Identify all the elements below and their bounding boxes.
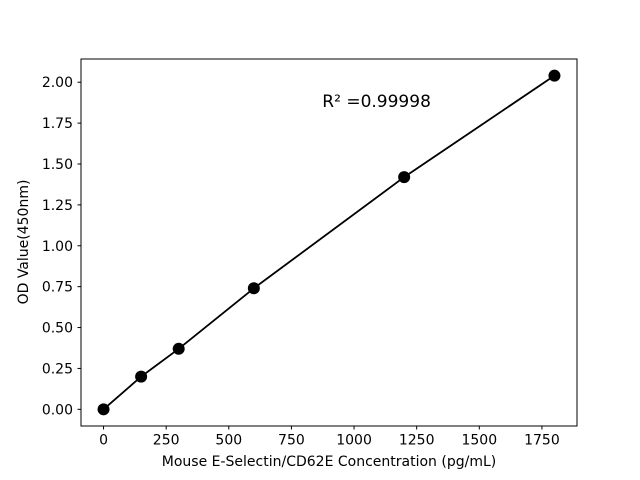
data-point <box>398 171 411 184</box>
standard-curve-line <box>102 74 555 410</box>
x-tick-label: 750 <box>278 433 305 449</box>
x-tick-label: 1000 <box>336 433 372 449</box>
y-tick-label: 2.00 <box>42 75 73 91</box>
data-point <box>548 69 561 82</box>
y-tick-label: 1.00 <box>42 239 73 255</box>
data-point <box>172 342 185 355</box>
x-tick-label: 1750 <box>524 433 560 449</box>
data-point <box>135 370 148 383</box>
x-tick-label: 250 <box>153 433 180 449</box>
y-axis-label: OD Value(450nm) <box>16 179 32 305</box>
y-tick-label: 0.00 <box>42 402 73 418</box>
x-tick-label: 1250 <box>399 433 435 449</box>
data-point <box>97 403 110 416</box>
y-tick-label: 0.50 <box>42 321 73 337</box>
y-tick-label: 1.50 <box>42 157 73 173</box>
x-tick-label: 500 <box>215 433 242 449</box>
x-tick-label: 0 <box>99 433 108 449</box>
r-squared-annotation: R² =0.99998 <box>322 91 431 112</box>
y-tick-label: 1.75 <box>42 116 73 132</box>
y-tick-label: 0.75 <box>42 280 73 296</box>
y-tick-label: 0.25 <box>42 361 73 377</box>
x-axis-label: Mouse E-Selectin/CD62E Concentration (pg… <box>161 454 497 470</box>
data-point <box>247 282 260 295</box>
x-tick-label: 1500 <box>461 433 497 449</box>
y-tick-label: 1.25 <box>42 198 73 214</box>
plot-frame <box>80 58 578 427</box>
